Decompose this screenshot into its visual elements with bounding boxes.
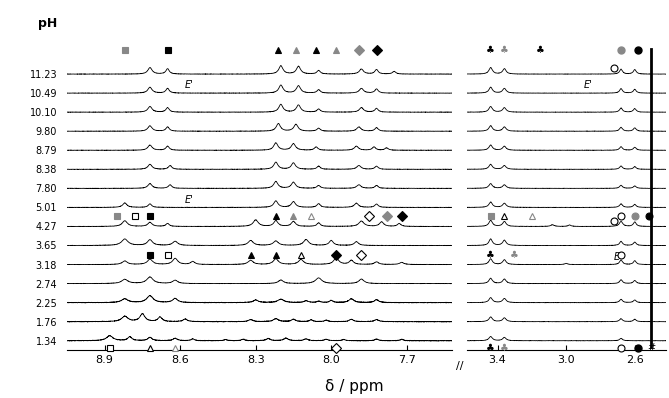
Text: ♣: ♣ xyxy=(486,250,495,259)
Text: ♣: ♣ xyxy=(486,45,495,55)
Text: ♣: ♣ xyxy=(536,45,545,55)
Text: //: // xyxy=(456,361,463,371)
Text: E': E' xyxy=(583,80,592,90)
Text: pH: pH xyxy=(38,18,58,31)
Text: #: # xyxy=(648,343,656,353)
Text: ♣: ♣ xyxy=(500,343,508,353)
Text: E': E' xyxy=(614,252,623,261)
Text: E': E' xyxy=(185,80,194,90)
Text: ♣: ♣ xyxy=(510,250,519,259)
Text: δ / ppm: δ / ppm xyxy=(325,379,384,394)
Text: E': E' xyxy=(185,195,194,205)
Text: ♣: ♣ xyxy=(500,45,508,55)
Text: ♣: ♣ xyxy=(486,343,495,353)
